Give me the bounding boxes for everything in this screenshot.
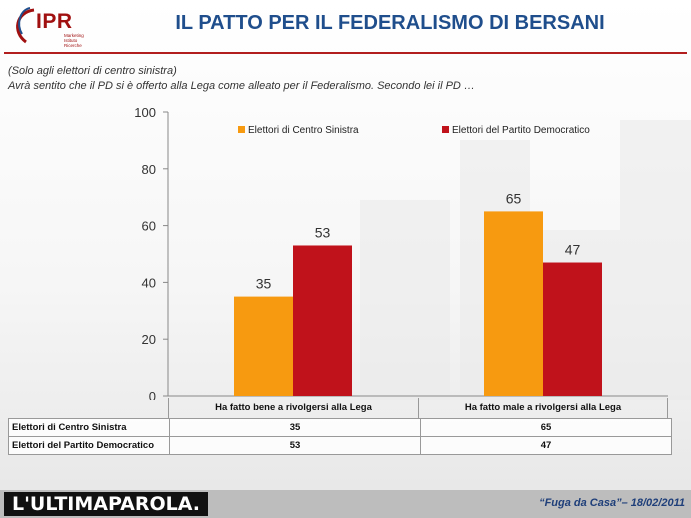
bar: [484, 211, 543, 396]
y-tick-label: 80: [142, 162, 156, 177]
brand-logo: L'ULTIMAPAROLA.: [4, 492, 209, 516]
row-label: Elettori di Centro Sinistra: [12, 422, 127, 433]
bar-value-label: 35: [256, 276, 272, 292]
table-cell: 35: [169, 418, 421, 437]
y-tick-label: 20: [142, 332, 156, 347]
y-tick-label: 100: [134, 105, 156, 120]
footer-caption: “Fuga da Casa”– 18/02/2011: [539, 497, 685, 509]
question-line-1: (Solo agli elettori di centro sinistra): [8, 65, 177, 77]
y-tick-label: 40: [142, 275, 156, 290]
bar-value-label: 65: [506, 190, 522, 206]
question-line-2: Avrà sentito che il PD si è offerto alla…: [8, 80, 475, 92]
legend-label: Elettori del Partito Democratico: [452, 125, 590, 136]
bar: [234, 296, 293, 396]
table-cell: 65: [420, 418, 672, 437]
row-label: Elettori del Partito Democratico: [12, 440, 155, 451]
bar: [293, 245, 352, 396]
row-label-cell: Elettori del Partito Democratico: [8, 436, 170, 455]
bar-series: [234, 211, 602, 396]
table-cell: 53: [169, 436, 421, 455]
background-block: [620, 120, 691, 400]
category-label: Ha fatto male a rivolgersi alla Lega: [418, 398, 668, 418]
row-label-cell: Elettori di Centro Sinistra: [8, 418, 170, 437]
table-cell: 47: [420, 436, 672, 455]
title-divider: [4, 52, 687, 54]
data-labels: 35 53 65 47: [256, 190, 581, 291]
question-text: (Solo agli elettori di centro sinistra) …: [8, 64, 475, 94]
page-title: IL PATTO PER IL FEDERALISMO DI BERSANI: [175, 12, 605, 34]
background-block: [360, 200, 450, 400]
table-row: Elettori del Partito Democratico 53 47: [8, 436, 672, 455]
bar-chart: 0 20 40 60 80 100 35 53 65 47 Elettori di Centro…: [134, 105, 668, 400]
bar: [543, 262, 602, 396]
data-table: Elettori di Centro Sinistra 35 65 Eletto…: [8, 418, 672, 455]
bar-value-label: 53: [315, 224, 331, 240]
bar-value-label: 47: [565, 242, 581, 258]
legend-label: Elettori di Centro Sinistra: [248, 125, 359, 136]
y-tick-label: 60: [142, 219, 156, 234]
legend-swatch: [238, 126, 245, 133]
category-label: Ha fatto bene a rivolgersi alla Lega: [168, 398, 418, 418]
logo-text: IPR: [36, 10, 73, 33]
legend-swatch: [442, 126, 449, 133]
logo-subtext: Marketing Istituto Ricerche: [64, 33, 84, 48]
logo-swoosh-icon: [16, 7, 35, 44]
ipr-logo: IPR Marketing Istituto Ricerche: [4, 4, 96, 48]
chart-legend: Elettori di Centro Sinistra Elettori del …: [238, 125, 590, 136]
y-tick-label: 0: [149, 389, 156, 400]
table-row: Elettori di Centro Sinistra 35 65: [8, 418, 672, 437]
